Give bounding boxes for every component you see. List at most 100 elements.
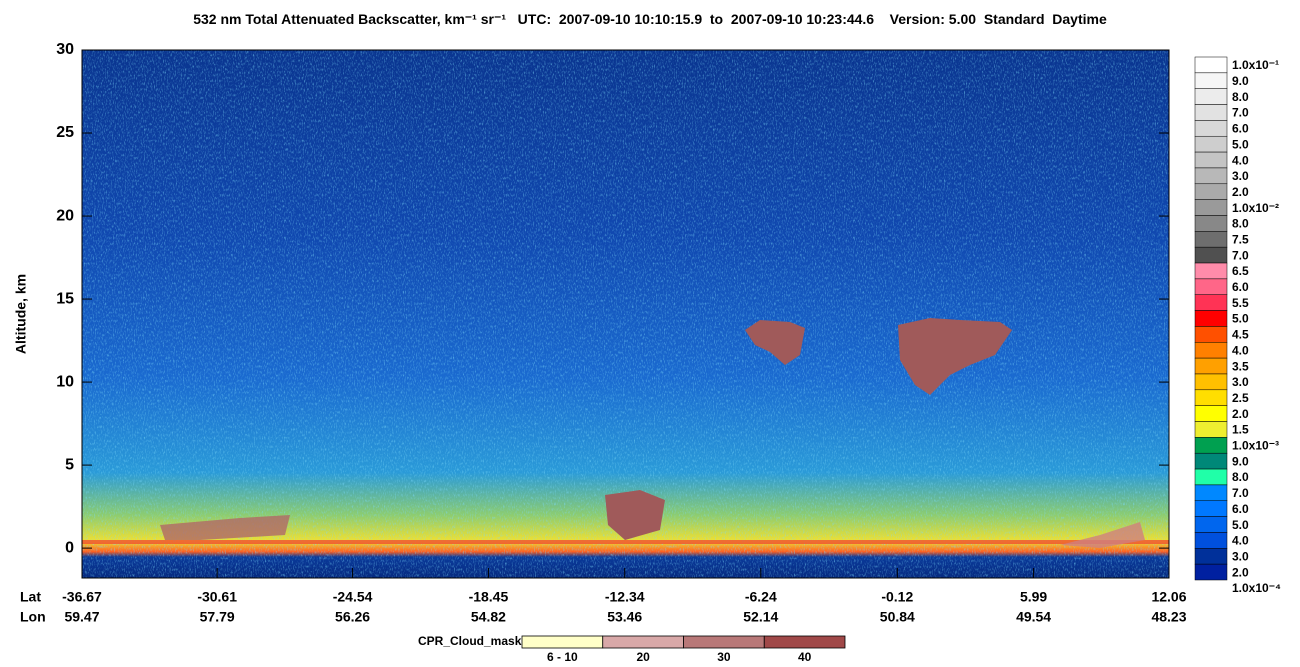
colorbar-label: 2.0 (1232, 407, 1249, 421)
lon-label: 50.84 (880, 609, 915, 625)
y-tick-label: 15 (56, 290, 74, 307)
legend-swatch (683, 635, 765, 649)
colorbar-swatch (1194, 231, 1228, 248)
x-tick-label: -30.61 (197, 589, 237, 605)
colorbar-swatch (1194, 548, 1228, 565)
colorbar-label: 6.0 (1232, 122, 1249, 136)
y-tick-label: 25 (56, 124, 74, 141)
legend-label: 40 (798, 650, 812, 664)
colorbar-swatch (1194, 183, 1228, 200)
colorbar-label: 4.0 (1232, 343, 1249, 357)
x-tick-label: -12.34 (605, 589, 645, 605)
y-tick-label: 20 (56, 207, 74, 224)
colorbar-swatch (1194, 135, 1228, 153)
colorbar-swatch (1194, 532, 1228, 549)
lon-label: 49.54 (1016, 609, 1051, 625)
colorbar-label: 2.5 (1232, 391, 1249, 405)
colorbar-label: 8.0 (1232, 217, 1249, 231)
x-tick-label: -0.12 (881, 589, 913, 605)
colorbar-label: 9.0 (1232, 74, 1249, 88)
curtain-image (82, 50, 1169, 578)
colorbar-swatch (1194, 72, 1228, 89)
colorbar-swatch (1194, 278, 1228, 295)
colorbar-swatch (1194, 120, 1228, 137)
colorbar-label: 5.5 (1232, 296, 1249, 310)
colorbar-label: 1.5 (1232, 423, 1249, 437)
legend-swatch (763, 635, 846, 649)
lon-label: 54.82 (471, 609, 506, 625)
colorbar-label: 4.5 (1232, 328, 1249, 342)
colorbar-swatch (1194, 199, 1228, 216)
y-tick-label: 0 (65, 539, 74, 556)
colorbar-swatch (1194, 215, 1228, 232)
colorbar-swatch (1194, 421, 1228, 438)
colorbar-swatch (1194, 405, 1228, 422)
x-tick-label: -18.45 (469, 589, 509, 605)
colorbar-label: 3.0 (1232, 169, 1249, 183)
colorbar-swatch (1194, 500, 1228, 517)
colorbar-label: 3.0 (1232, 375, 1249, 389)
colorbar-label: 3.5 (1232, 359, 1249, 373)
colorbar-swatch (1194, 437, 1228, 454)
legend-swatch (602, 635, 684, 649)
colorbar-swatch (1194, 357, 1228, 375)
colorbar-swatch (1194, 326, 1228, 343)
y-tick-label: 10 (56, 373, 74, 390)
colorbar-label: 1.0x10⁻¹ (1232, 58, 1279, 72)
y-axis-label: Altitude, km (13, 274, 29, 354)
lon-label: 53.46 (607, 609, 642, 625)
colorbar-swatch (1194, 294, 1228, 311)
colorbar-label: 6.5 (1232, 264, 1249, 278)
colorbar-swatch (1194, 563, 1228, 581)
colorbar-swatch (1194, 167, 1228, 185)
colorbar-swatch (1194, 452, 1228, 470)
colorbar-label: 7.0 (1232, 106, 1249, 120)
x-tick-label: -6.24 (745, 589, 777, 605)
x-row-label: Lat (20, 589, 41, 605)
colorbar-swatch (1194, 310, 1228, 327)
colorbar-swatch (1194, 389, 1228, 406)
colorbar-label: 4.0 (1232, 153, 1249, 167)
colorbar-label: 7.5 (1232, 233, 1249, 247)
legend-title: CPR_Cloud_mask (418, 634, 522, 648)
colorbar-label: 1.0x10⁻³ (1232, 439, 1279, 453)
colorbar-label: 2.0 (1232, 565, 1249, 579)
colorbar-swatch (1194, 246, 1228, 264)
colorbar-swatch (1194, 342, 1228, 359)
lon-label: 57.79 (200, 609, 235, 625)
colorbar-swatch (1194, 88, 1228, 105)
colorbar-swatch (1194, 484, 1228, 502)
lon-label: 48.23 (1151, 609, 1186, 625)
colorbar-label: 8.0 (1232, 90, 1249, 104)
y-tick-label: 5 (65, 456, 74, 473)
colorbar-label: 5.0 (1232, 312, 1249, 326)
legend-label: 6 - 10 (547, 650, 578, 664)
x-tick-label: 5.99 (1020, 589, 1047, 605)
colorbar-label: 7.0 (1232, 248, 1249, 262)
colorbar-label: 2.0 (1232, 185, 1249, 199)
x-tick-label: -24.54 (333, 589, 373, 605)
legend-swatch (521, 635, 604, 649)
colorbar-label: 9.0 (1232, 454, 1249, 468)
colorbar-label: 5.0 (1232, 137, 1249, 151)
colorbar-label: 1.0x10⁻⁴ (1232, 581, 1281, 595)
colorbar-label: 6.0 (1232, 280, 1249, 294)
colorbar-label: 4.0 (1232, 534, 1249, 548)
lon-label: 52.14 (743, 609, 778, 625)
colorbar-label: 1.0x10⁻² (1232, 201, 1279, 215)
subtitle: UTC: 2007-09-10 10:10:15.9 to 2007-09-10… (518, 11, 1107, 27)
colorbar-swatch (1194, 262, 1228, 280)
colorbar-label: 5.0 (1232, 518, 1249, 532)
colorbar-swatch (1194, 56, 1228, 74)
colorbar-label: 3.0 (1232, 549, 1249, 563)
colorbar-swatch (1194, 516, 1228, 533)
x-tick-label: -36.67 (62, 589, 102, 605)
lon-label: 59.47 (64, 609, 99, 625)
colorbar-swatch (1194, 151, 1228, 169)
legend-label: 30 (717, 650, 731, 664)
y-tick-label: 30 (56, 41, 74, 58)
x-tick-label: 12.06 (1151, 589, 1186, 605)
colorbar-swatch (1194, 104, 1228, 121)
